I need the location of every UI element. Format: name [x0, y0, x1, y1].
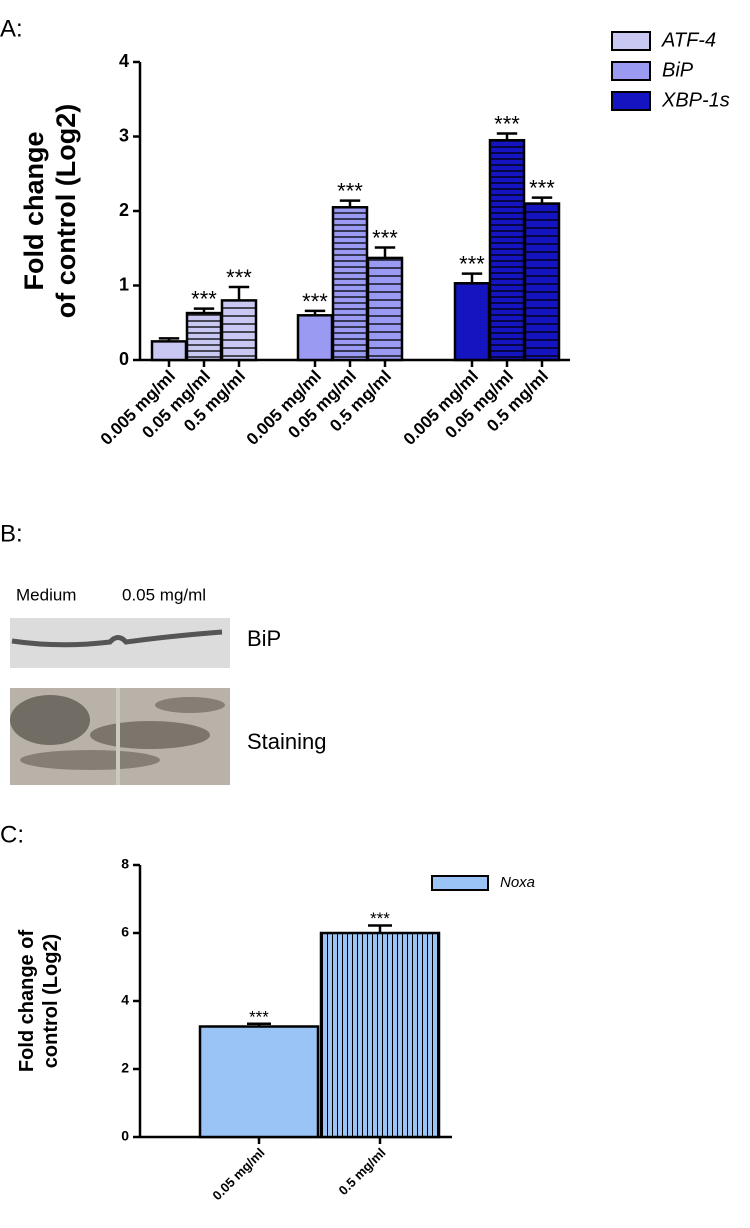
significance-label: ***	[370, 909, 390, 928]
legend-swatch	[611, 31, 651, 51]
bar	[185, 311, 223, 362]
significance-label: ***	[372, 226, 398, 251]
bar	[488, 138, 526, 362]
legend-swatch	[431, 875, 489, 891]
y-axis-label-line: of control (Log2)	[51, 104, 81, 318]
y-axis-label: Fold changeof control (Log2)	[19, 104, 81, 318]
legend-label: XBP-1s	[661, 89, 730, 111]
y-tick-label: 2	[119, 200, 129, 220]
bar	[296, 314, 334, 362]
lane-label: Medium	[16, 585, 76, 604]
bar	[220, 299, 258, 362]
row-label: BiP	[247, 626, 281, 651]
panel-label: C:	[0, 821, 24, 848]
y-tick-label: 3	[119, 125, 129, 145]
legend-label: ATF-4	[661, 29, 716, 51]
row-label: Staining	[247, 729, 327, 754]
bar	[453, 282, 491, 362]
x-tick-label: 0.5 mg/ml	[336, 1145, 389, 1198]
y-tick-label: 0	[119, 349, 129, 369]
significance-label: ***	[529, 176, 555, 201]
y-tick-label: 0	[121, 1128, 129, 1144]
legend-label: BiP	[662, 59, 694, 81]
stain-texture	[10, 688, 225, 785]
y-tick-label: 8	[121, 856, 129, 872]
y-tick-label: 4	[119, 51, 129, 71]
bar	[198, 1025, 320, 1139]
lane-label: 0.05 mg/ml	[122, 585, 206, 604]
y-tick-label: 1	[119, 274, 129, 294]
legend-swatch	[611, 61, 651, 81]
y-axis-label-line: Fold change of	[16, 930, 38, 1073]
panel-label: A:	[0, 15, 23, 42]
significance-label: ***	[337, 179, 363, 204]
significance-label: ***	[302, 289, 328, 314]
bar	[150, 340, 188, 362]
y-axis-label: Fold change of control (Log2)	[16, 930, 62, 1073]
significance-label: ***	[226, 265, 252, 290]
legend-label: Noxa	[500, 874, 535, 891]
significance-label: ***	[191, 287, 217, 312]
bar	[366, 256, 404, 362]
significance-label: ***	[459, 252, 485, 277]
significance-label: ***	[249, 1007, 269, 1026]
legend-swatch	[611, 91, 651, 111]
y-axis-label-line: control (Log2)	[40, 934, 62, 1068]
y-tick-label: 6	[121, 924, 129, 940]
bar	[319, 931, 441, 1139]
bar	[331, 206, 369, 362]
bar	[523, 202, 561, 362]
blot-band	[11, 629, 223, 648]
y-tick-label: 4	[121, 992, 129, 1008]
x-tick-label: 0.05 mg/ml	[209, 1145, 267, 1203]
y-axis-label-line: Fold change	[19, 131, 49, 290]
y-tick-label: 2	[121, 1060, 129, 1076]
significance-label: ***	[494, 112, 520, 137]
panel-label: B:	[0, 520, 23, 547]
